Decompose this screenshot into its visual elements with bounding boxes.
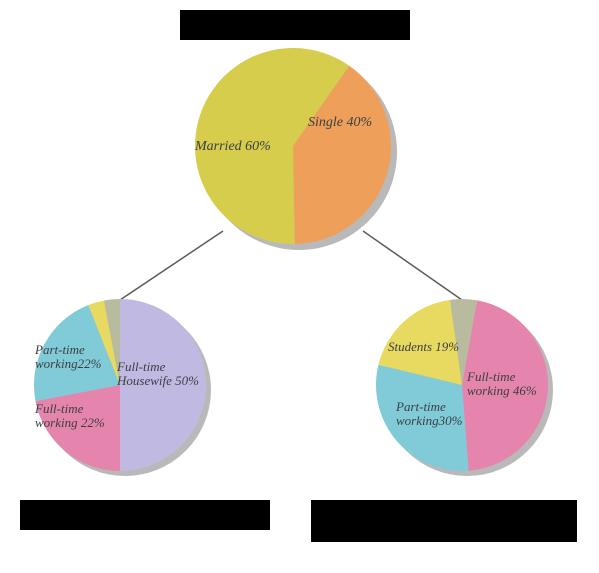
slice-label-line: Single 40% <box>308 116 372 131</box>
slice-label-line: Housewife 50% <box>117 374 199 388</box>
slice-label: Single 40% <box>308 116 372 131</box>
slice-label: Full-timeworking 22% <box>35 402 105 429</box>
slice-label-line: working22% <box>35 357 101 371</box>
slice-label: Married 60% <box>195 140 271 155</box>
slice-label-line: Part-time <box>396 400 462 414</box>
slice-label-line: Full-time <box>467 370 537 384</box>
slice-label-line: working 46% <box>467 384 537 398</box>
slice-label-line: Part-time <box>35 343 101 357</box>
slice-label-line: working 22% <box>35 416 105 430</box>
slice-label-line: Full-time <box>35 402 105 416</box>
slice-label: Part-timeworking30% <box>396 400 462 427</box>
slice-label: Full-timeworking 46% <box>467 370 537 397</box>
slice-label-line: Full-time <box>117 360 199 374</box>
slice-label: Students 19% <box>388 340 459 354</box>
slice-label-line: working30% <box>396 414 462 428</box>
slice-label-line: Students 19% <box>388 340 459 354</box>
chart-stage: Single 40%Married 60%Full-timeHousewife … <box>0 0 599 573</box>
slice-label-line: Married 60% <box>195 140 271 155</box>
slice-label: Part-timeworking22% <box>35 343 101 370</box>
slice-label: Full-timeHousewife 50% <box>117 360 199 387</box>
